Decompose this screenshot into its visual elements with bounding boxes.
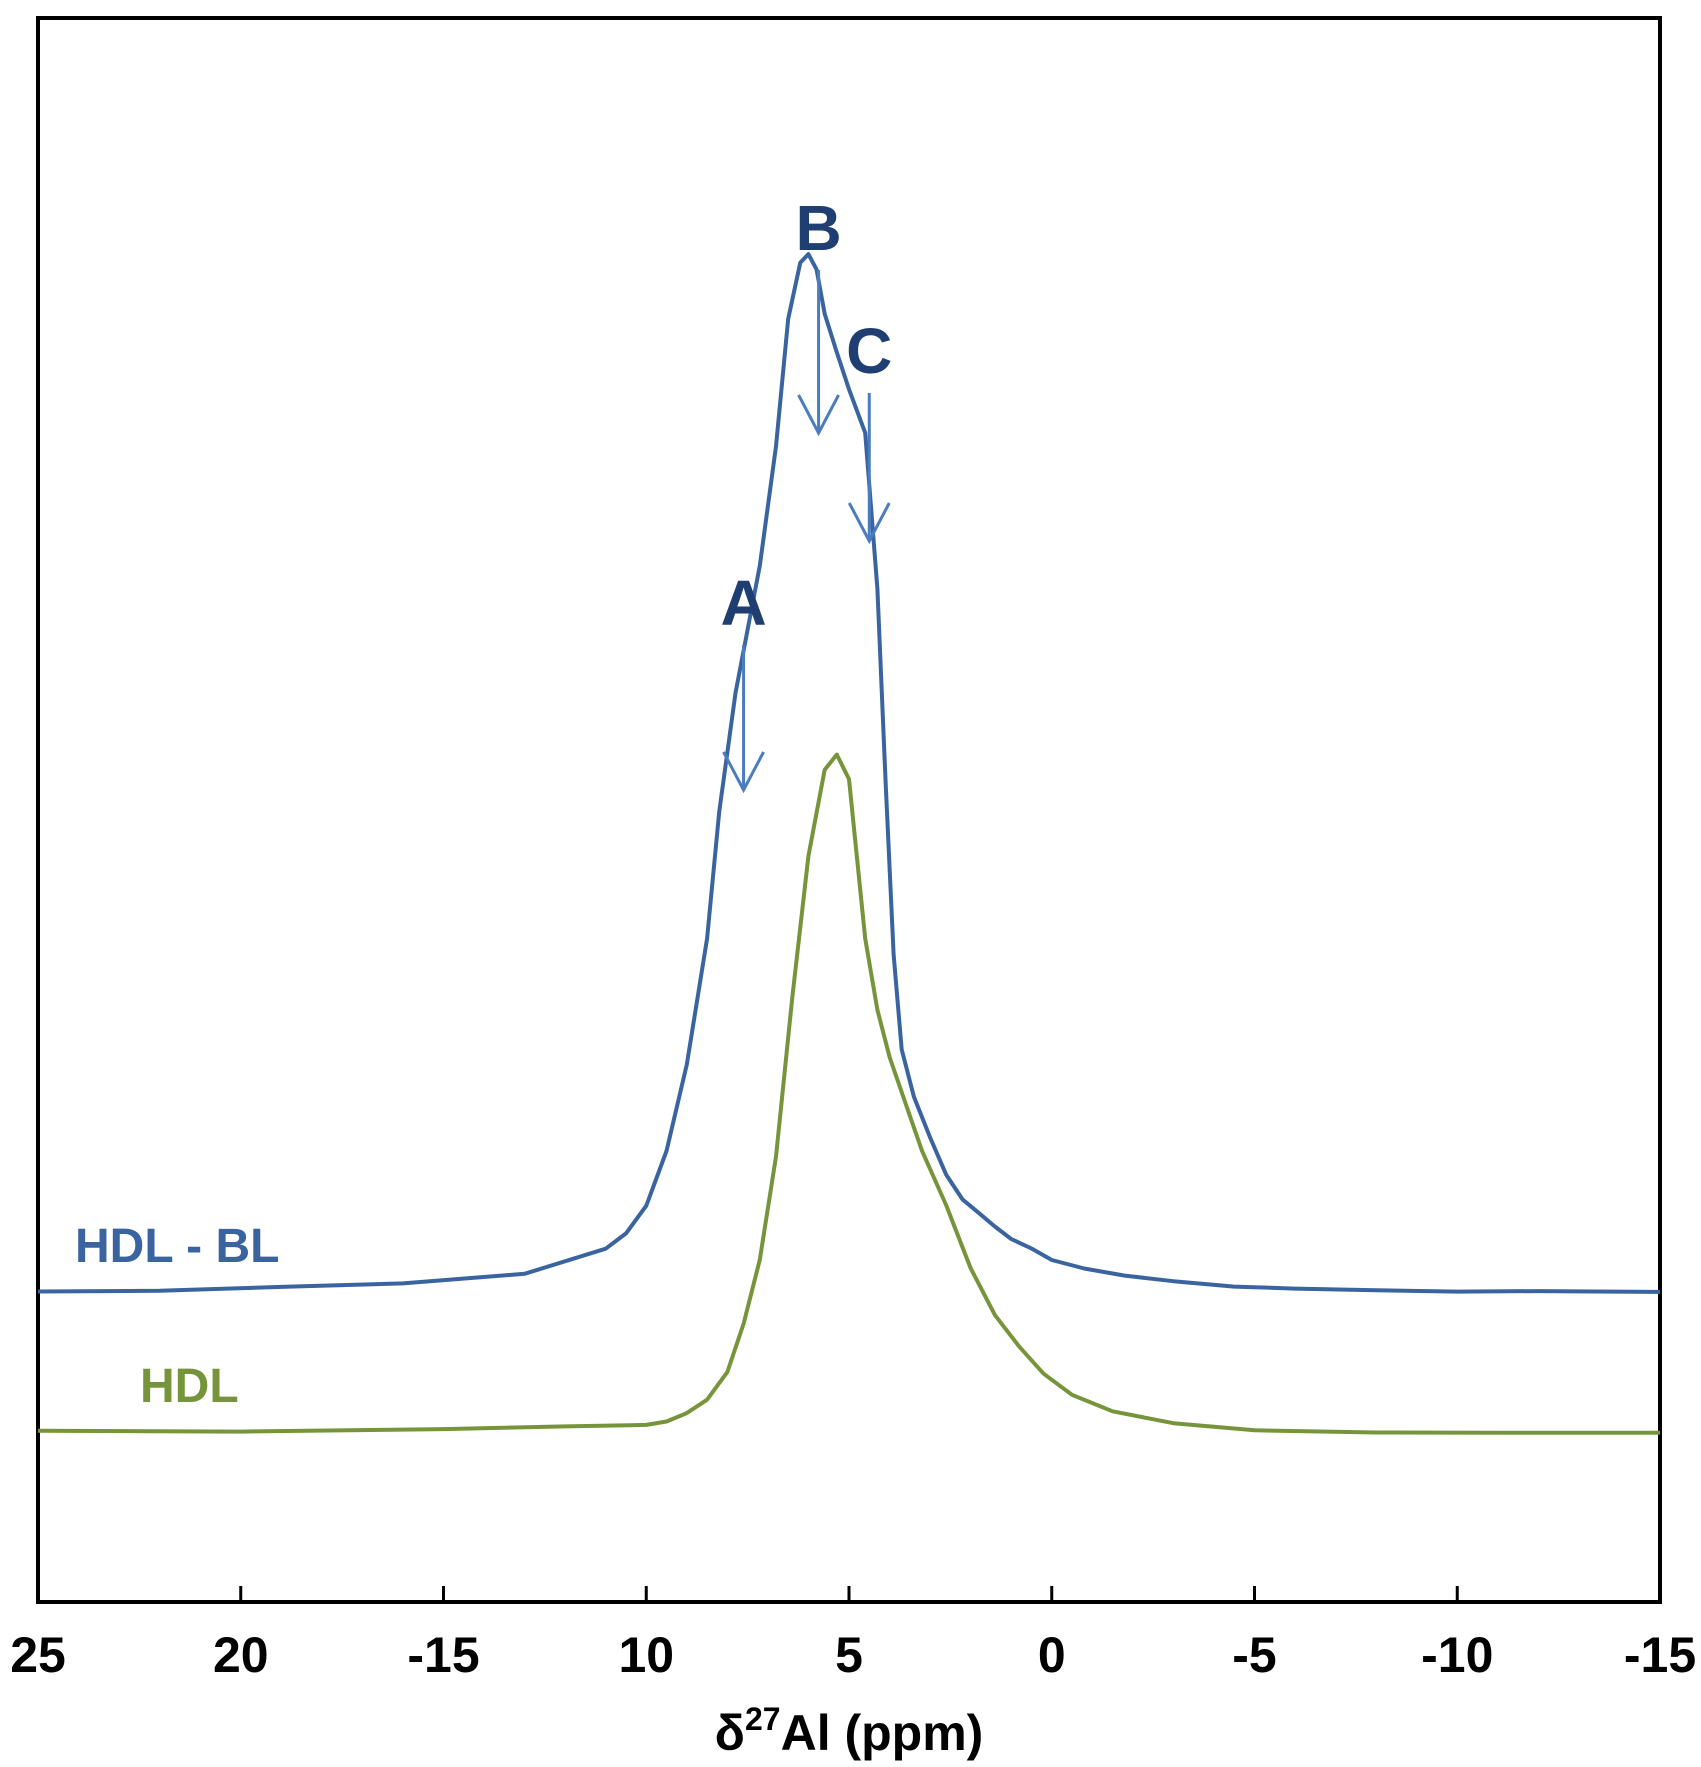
x-tick-label-6: -5 (1232, 1627, 1276, 1683)
x-axis-ticks (36, 1586, 1662, 1602)
plot-frame (36, 16, 1662, 1604)
x-axis-title: δ27Al (ppm) (715, 1701, 984, 1761)
x-tick-label-0: 25 (10, 1627, 66, 1683)
x-tick-label-5: 0 (1038, 1627, 1066, 1683)
x-tick-label-7: -10 (1421, 1627, 1493, 1683)
series-line-1 (37, 752, 1660, 1435)
x-axis-title-symbol: δ (715, 1705, 745, 1761)
series-labels: HDL - BL HDL (75, 1220, 279, 1413)
series-line-0 (37, 252, 1661, 1294)
spectrum-series (37, 252, 1661, 1435)
peak-arrowhead-A (722, 751, 765, 794)
series-label-1: HDL (140, 1360, 239, 1413)
peak-label-C: C (846, 315, 892, 387)
x-axis-title-superscript: 27 (745, 1701, 781, 1737)
peak-arrowhead-B (797, 394, 840, 437)
peak-annotations: A BC (720, 192, 892, 794)
peak-label-B: B (795, 192, 841, 264)
x-tick-label-3: 10 (618, 1627, 674, 1683)
peak-arrowhead-C (847, 502, 891, 545)
x-axis-tick-labels: 25 20 -15 10 5 0 -5 -10 -15 (10, 1627, 1696, 1683)
x-tick-label-4: 5 (835, 1627, 863, 1683)
x-tick-label-8: -15 (1624, 1627, 1696, 1683)
x-axis-title-text: Al (ppm) (781, 1705, 984, 1761)
series-label-0: HDL - BL (75, 1220, 279, 1273)
peak-label-A: A (720, 567, 766, 639)
x-tick-label-2: -15 (407, 1627, 479, 1683)
x-tick-label-1: 20 (213, 1627, 269, 1683)
